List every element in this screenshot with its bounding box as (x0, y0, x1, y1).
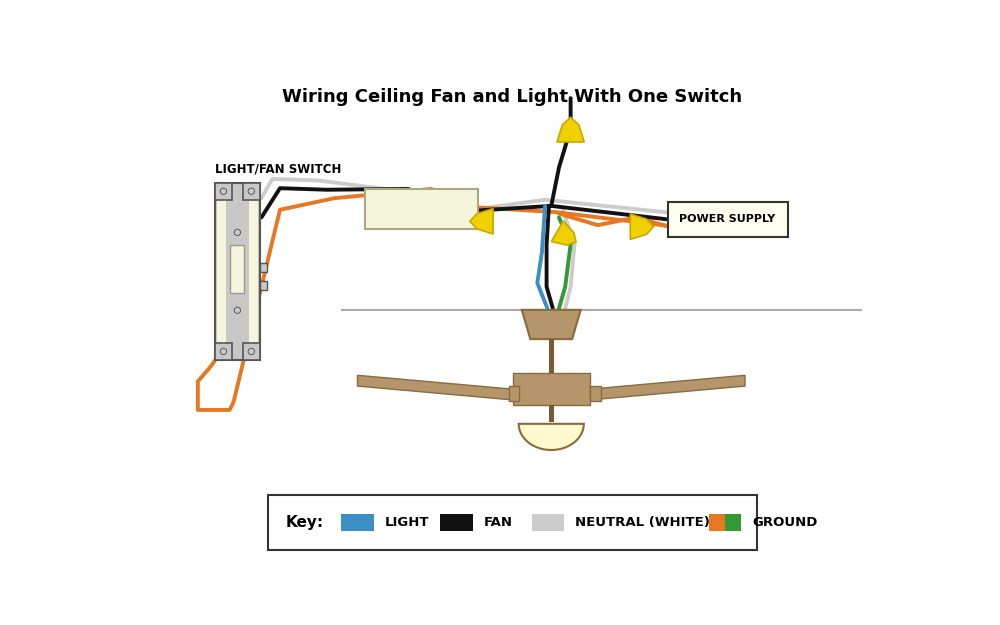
Polygon shape (590, 375, 745, 400)
FancyBboxPatch shape (249, 189, 258, 354)
FancyBboxPatch shape (549, 339, 554, 373)
Text: FAN: FAN (484, 516, 513, 529)
Polygon shape (470, 209, 493, 234)
FancyBboxPatch shape (260, 281, 267, 290)
Circle shape (220, 188, 226, 194)
FancyBboxPatch shape (509, 386, 519, 401)
Circle shape (234, 308, 240, 313)
FancyBboxPatch shape (668, 202, 788, 237)
Circle shape (248, 188, 254, 194)
FancyBboxPatch shape (230, 245, 244, 292)
Polygon shape (630, 214, 654, 239)
Circle shape (220, 349, 226, 354)
FancyBboxPatch shape (725, 514, 741, 531)
FancyBboxPatch shape (243, 182, 260, 200)
Circle shape (235, 231, 239, 234)
Circle shape (234, 229, 240, 236)
FancyBboxPatch shape (440, 514, 473, 531)
Text: NEUTRAL (WHITE): NEUTRAL (WHITE) (575, 516, 710, 529)
Text: GROUND: GROUND (752, 516, 817, 529)
FancyBboxPatch shape (217, 189, 226, 354)
FancyBboxPatch shape (549, 406, 554, 422)
FancyBboxPatch shape (590, 386, 601, 401)
FancyBboxPatch shape (341, 514, 374, 531)
FancyBboxPatch shape (215, 182, 260, 360)
Circle shape (221, 349, 225, 353)
Polygon shape (522, 310, 581, 339)
FancyBboxPatch shape (243, 343, 260, 360)
Text: LIGHT/FAN SWITCH: LIGHT/FAN SWITCH (215, 162, 341, 175)
FancyBboxPatch shape (215, 182, 232, 200)
Circle shape (249, 349, 253, 353)
Text: Wiring Ceiling Fan and Light With One Switch: Wiring Ceiling Fan and Light With One Sw… (282, 88, 743, 106)
Circle shape (235, 308, 239, 312)
FancyBboxPatch shape (365, 189, 478, 229)
FancyBboxPatch shape (215, 343, 232, 360)
FancyBboxPatch shape (268, 494, 757, 550)
FancyBboxPatch shape (709, 514, 725, 531)
Polygon shape (551, 221, 576, 245)
Polygon shape (557, 118, 584, 142)
Polygon shape (358, 375, 512, 400)
Text: POWER SUPPLY: POWER SUPPLY (679, 214, 776, 224)
Circle shape (248, 349, 254, 354)
Circle shape (249, 189, 253, 193)
FancyBboxPatch shape (512, 373, 590, 406)
FancyBboxPatch shape (260, 263, 267, 272)
Circle shape (221, 189, 225, 193)
Polygon shape (519, 424, 584, 450)
Text: Key:: Key: (285, 515, 324, 530)
Text: LIGHT: LIGHT (385, 516, 429, 529)
FancyBboxPatch shape (532, 514, 564, 531)
